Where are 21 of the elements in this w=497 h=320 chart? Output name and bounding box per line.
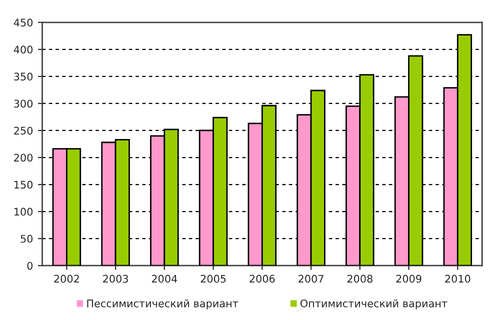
y-tick-label: 100: [14, 208, 33, 216]
x-tick-label: 2009: [396, 274, 422, 283]
x-tick-label: 2004: [152, 274, 178, 283]
y-tick-label: 400: [14, 46, 33, 54]
y-tick-label: 250: [14, 126, 33, 135]
x-tick-label: 2007: [298, 274, 324, 283]
x-tick-label: 2005: [200, 274, 226, 283]
y-tick-label: 300: [14, 100, 33, 108]
y-tick-label: 50: [20, 234, 33, 243]
y-tick-label: 350: [14, 72, 33, 81]
legend-label: Пессимистический вариант: [87, 299, 238, 310]
y-tick-label: 200: [14, 154, 33, 162]
x-tick-label: 2010: [445, 274, 470, 283]
legend-label: Оптимистический вариант: [300, 299, 448, 310]
y-tick-label: 0: [27, 262, 33, 270]
y-tick-label: 450: [14, 18, 33, 27]
x-tick-label: 2006: [250, 274, 275, 283]
y-tick-label: 150: [14, 180, 33, 189]
x-tick-label: 2002: [54, 274, 79, 283]
x-tick-label: 2008: [347, 274, 372, 283]
x-tick-label: 2003: [103, 274, 128, 283]
